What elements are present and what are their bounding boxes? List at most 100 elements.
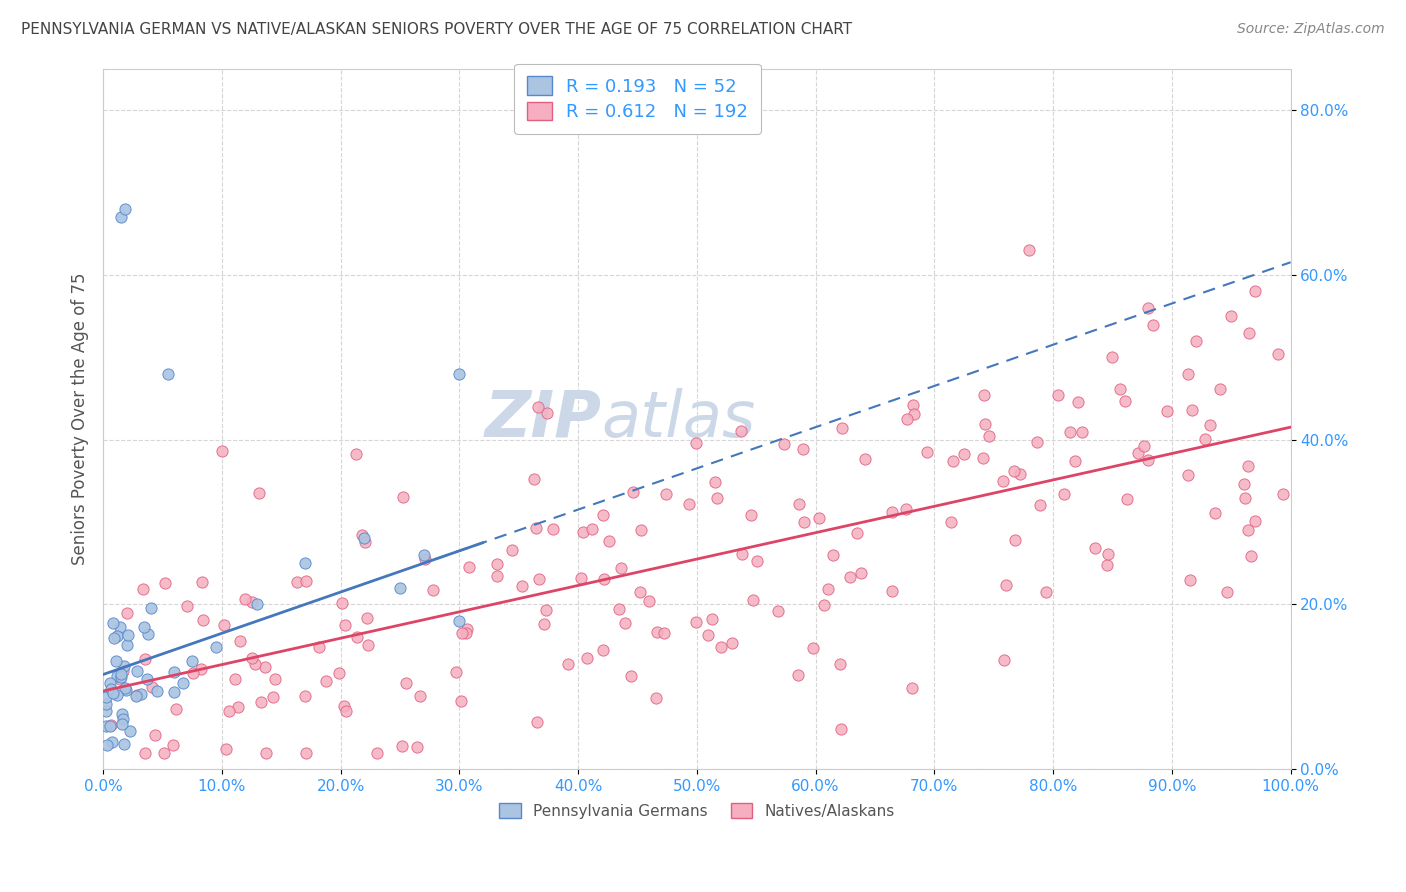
Point [1177,368,1199,382]
Point [413,552,436,566]
Point [132,582,155,597]
Point [817,582,839,597]
Point [1095,558,1118,572]
Point [572,524,595,539]
Point [395,676,418,690]
Point [335,704,357,718]
Point [229,634,252,648]
Point [1271,487,1294,501]
Point [787,497,810,511]
Point [100,717,122,731]
Point [129,687,152,701]
Point [1233,476,1256,491]
Point [165,702,187,716]
Point [973,387,995,401]
Point [830,723,852,737]
Point [357,639,380,653]
Point [111,707,134,722]
Point [134,652,156,666]
Point [598,534,620,549]
Point [454,625,477,640]
Point [942,454,965,468]
Point [456,622,478,636]
Point [108,672,131,686]
Point [135,672,157,686]
Point [328,666,350,681]
Point [115,683,138,698]
Point [1194,432,1216,446]
Point [903,407,925,421]
Point [110,667,132,681]
Point [330,596,353,610]
Point [344,447,367,461]
Point [846,525,869,540]
Point [592,642,614,657]
Point [485,558,508,572]
Point [1198,417,1220,432]
Point [1109,383,1132,397]
Point [678,497,700,511]
Point [212,618,235,632]
Point [183,666,205,681]
Point [510,579,533,593]
Point [136,627,159,641]
Point [524,521,547,535]
Point [1115,491,1137,506]
Point [1142,318,1164,333]
Point [134,619,156,633]
Point [704,475,727,490]
Point [125,664,148,678]
Point [145,728,167,742]
Point [953,447,976,461]
Point [536,406,558,420]
Point [110,620,132,634]
Point [224,672,246,686]
Point [94,719,117,733]
Point [346,630,368,644]
Point [1101,350,1123,364]
Point [991,475,1014,489]
Point [94,705,117,719]
Point [141,600,163,615]
Point [94,697,117,711]
Point [638,593,661,607]
Point [523,472,546,486]
Point [1216,585,1239,599]
Point [526,714,548,729]
Point [101,686,124,700]
Point [1018,243,1040,257]
Point [807,510,830,524]
Point [731,547,754,561]
Point [112,659,135,673]
Point [613,616,636,631]
Point [1184,334,1206,348]
Point [240,651,263,665]
Point [915,445,938,459]
Point [581,522,603,536]
Point [103,615,125,630]
Point [994,578,1017,592]
Point [444,665,467,679]
Point [654,626,676,640]
Point [218,705,240,719]
Point [295,574,318,589]
Y-axis label: Seniors Poverty Over the Age of 75: Seniors Poverty Over the Age of 75 [72,273,89,566]
Point [391,739,413,753]
Point [772,437,794,451]
Point [766,604,789,618]
Point [96,738,118,752]
Point [527,400,550,414]
Point [1156,404,1178,418]
Point [1029,498,1052,512]
Point [901,681,924,695]
Point [849,566,872,580]
Point [422,582,444,597]
Point [110,670,132,684]
Point [1236,458,1258,473]
Point [110,210,132,224]
Point [153,575,176,590]
Point [163,665,186,679]
Point [592,508,614,522]
Point [103,632,125,646]
Point [1267,347,1289,361]
